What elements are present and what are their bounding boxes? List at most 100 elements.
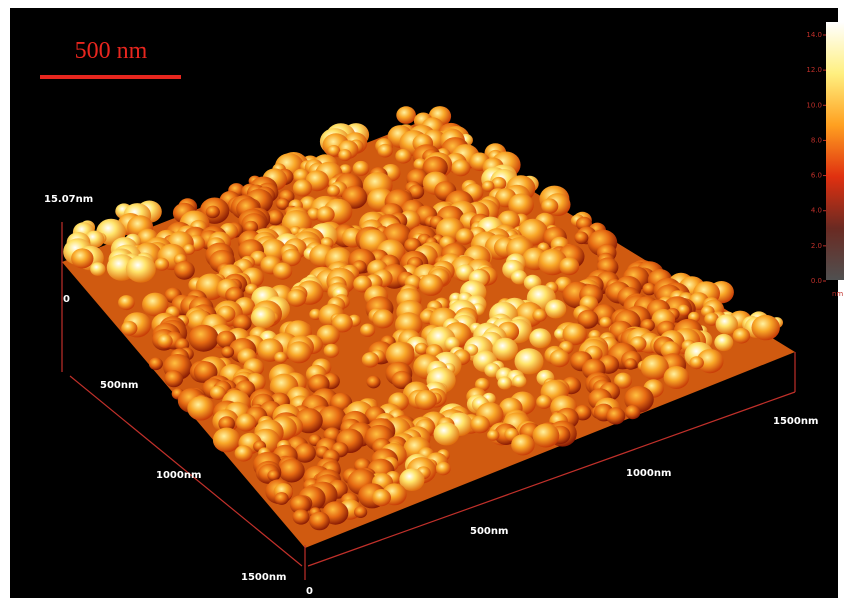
left-axis-label: 1500nm	[241, 572, 286, 583]
grain	[294, 443, 316, 463]
grain	[188, 324, 219, 352]
grain	[414, 390, 437, 410]
grain	[532, 308, 547, 322]
grain	[549, 349, 570, 368]
grain	[250, 306, 276, 329]
grain	[274, 351, 288, 364]
grain	[327, 185, 340, 197]
grain	[281, 248, 302, 267]
grain	[577, 309, 599, 329]
grain	[642, 282, 657, 296]
grain	[640, 354, 669, 380]
grain	[455, 228, 474, 245]
grain	[512, 374, 527, 388]
colorbar-tick-label: 2.0	[811, 242, 822, 250]
grain	[182, 244, 195, 255]
grain	[491, 176, 507, 191]
grain	[293, 168, 310, 184]
grain	[232, 314, 252, 332]
grain	[396, 106, 416, 124]
grain	[714, 333, 734, 352]
grain	[317, 405, 347, 433]
grain	[148, 357, 163, 371]
grain	[614, 372, 632, 389]
grain	[292, 179, 313, 197]
grain	[395, 148, 412, 164]
grain	[696, 349, 724, 374]
grain	[574, 231, 589, 245]
grain	[289, 495, 311, 515]
grain	[157, 334, 173, 348]
grain	[715, 314, 738, 335]
grain	[492, 337, 518, 361]
grain	[234, 445, 253, 462]
grain	[218, 416, 235, 432]
front-axis-label: 1000nm	[626, 468, 671, 479]
grain	[273, 262, 293, 280]
grain	[624, 358, 637, 370]
grain	[366, 375, 381, 389]
colorbar-ticks: 14.0 12.0 10.0 8.0 6.0 4.0 2.0 0.0	[806, 31, 826, 285]
grain	[278, 458, 305, 483]
grain	[274, 492, 289, 505]
colorbar	[826, 22, 844, 280]
grain	[372, 309, 394, 329]
front-axis-label: 0	[306, 586, 313, 597]
grain	[511, 270, 527, 285]
left-axis-label: 1000nm	[156, 470, 201, 481]
grain	[360, 323, 376, 337]
grain	[508, 193, 534, 217]
grain	[372, 489, 391, 507]
left-axis-label: 500nm	[100, 380, 138, 391]
grain	[352, 160, 370, 176]
grain	[327, 145, 341, 157]
z-min-label: 0	[63, 294, 70, 305]
grain	[266, 209, 284, 226]
grain	[545, 299, 567, 319]
colorbar-tick-label: 12.0	[806, 66, 822, 74]
grain	[212, 427, 241, 453]
grain	[559, 257, 580, 276]
grain	[316, 206, 335, 223]
colorbar-tick-label: 6.0	[811, 172, 822, 180]
grain	[154, 257, 170, 271]
grain	[704, 312, 719, 326]
grain	[338, 149, 352, 162]
grain	[532, 423, 560, 448]
grain	[292, 509, 310, 525]
grain	[751, 314, 780, 341]
grain	[121, 321, 138, 336]
grain	[332, 313, 353, 333]
colorbar-tick-label: 10.0	[806, 101, 822, 109]
grain	[497, 376, 512, 390]
grain	[408, 184, 425, 200]
grain	[286, 341, 312, 364]
grain	[689, 356, 704, 370]
grain	[187, 396, 215, 421]
grain	[606, 407, 626, 425]
grain	[205, 205, 220, 219]
grain	[276, 198, 290, 210]
grain	[125, 255, 156, 283]
grain	[353, 275, 372, 293]
grain	[663, 366, 690, 389]
surface	[62, 106, 795, 548]
grain	[316, 324, 340, 346]
grain	[541, 198, 559, 214]
grain	[562, 323, 587, 346]
colorbar-tick-label: 4.0	[811, 207, 822, 215]
scale-bar	[40, 75, 181, 79]
grain	[221, 346, 235, 358]
grain	[732, 327, 751, 344]
axes	[61, 222, 796, 580]
grain	[414, 342, 428, 355]
grain	[514, 348, 544, 375]
grain	[482, 180, 495, 192]
left-baseline	[69, 375, 303, 567]
grain	[90, 262, 106, 276]
grain	[377, 143, 393, 158]
grain	[286, 289, 307, 307]
front-axis-label: 1500nm	[773, 416, 818, 427]
grain	[142, 292, 169, 317]
